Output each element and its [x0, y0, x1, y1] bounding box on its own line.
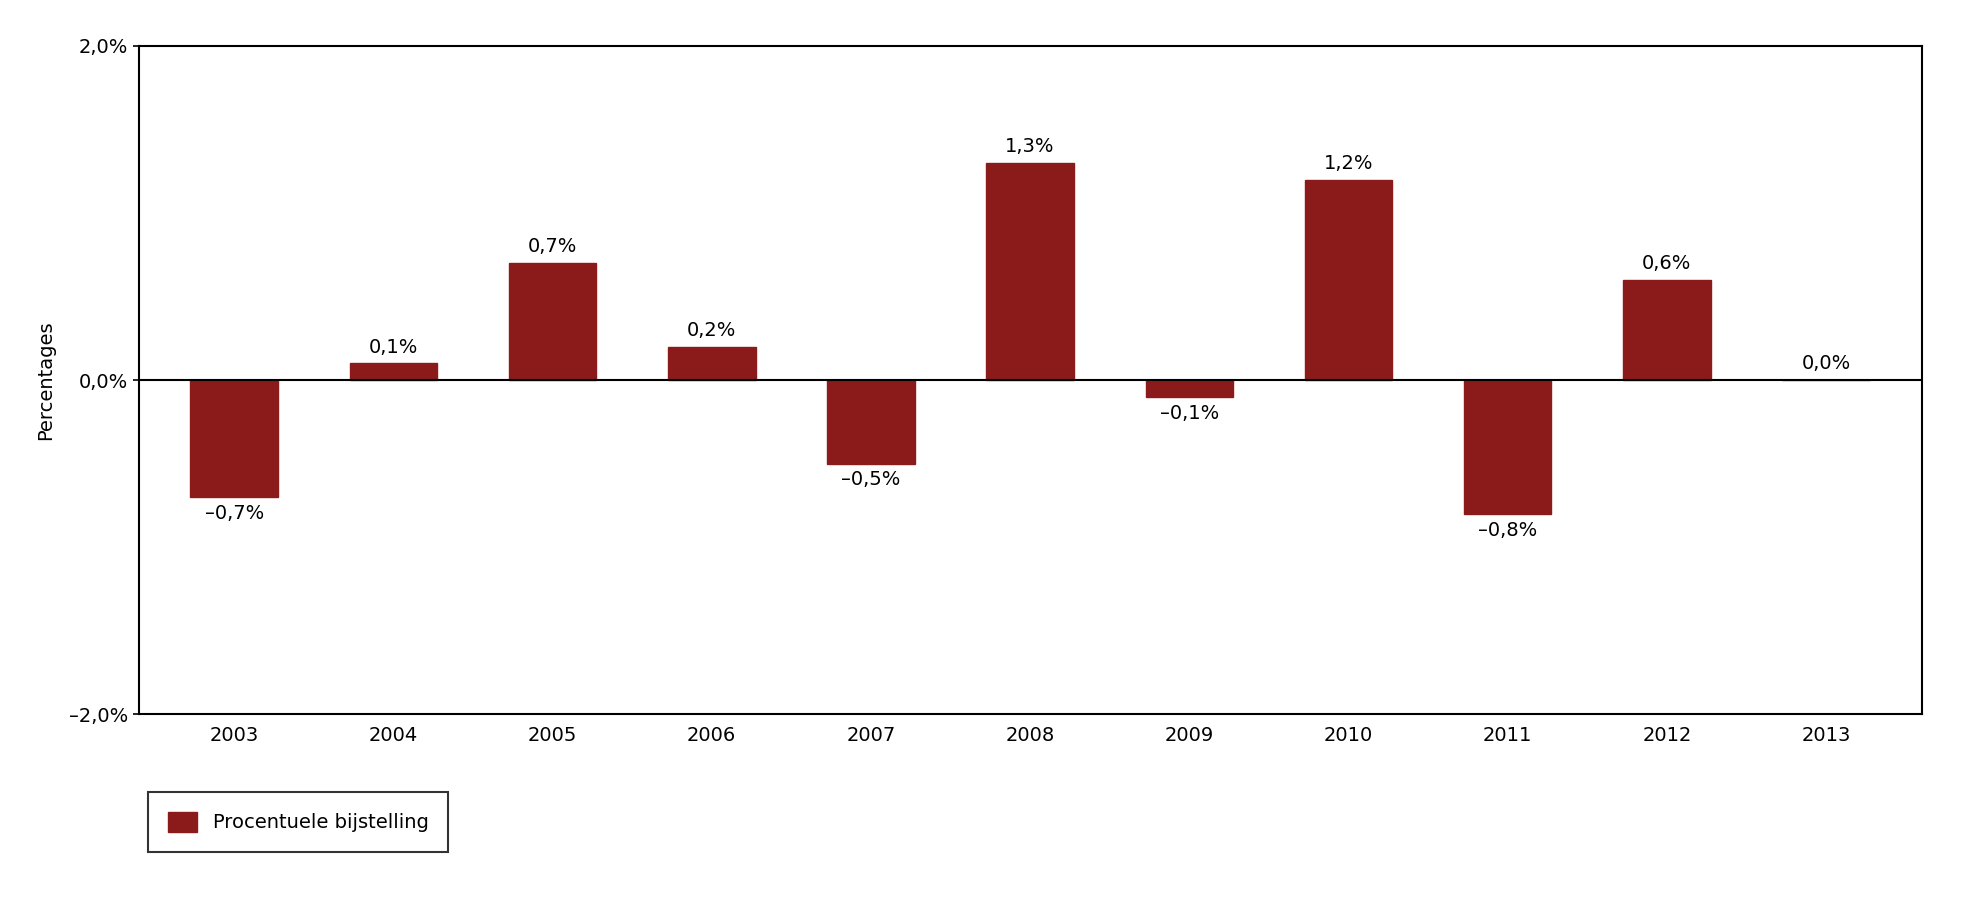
- Bar: [828, 380, 915, 463]
- Bar: [986, 163, 1073, 380]
- Text: 0,2%: 0,2%: [687, 321, 737, 340]
- Bar: [667, 347, 754, 380]
- Bar: [1144, 380, 1232, 397]
- Bar: [1305, 180, 1392, 380]
- Bar: [348, 364, 438, 380]
- Text: 0,6%: 0,6%: [1641, 254, 1691, 273]
- Bar: [1622, 280, 1711, 380]
- Bar: [190, 380, 277, 497]
- Text: –0,7%: –0,7%: [204, 504, 263, 523]
- Text: –0,8%: –0,8%: [1477, 520, 1536, 540]
- Text: 1,2%: 1,2%: [1323, 154, 1372, 173]
- Text: 0,1%: 0,1%: [368, 338, 418, 356]
- Text: 0,0%: 0,0%: [1800, 354, 1849, 374]
- Text: –0,5%: –0,5%: [842, 471, 901, 489]
- Text: 0,7%: 0,7%: [527, 237, 576, 256]
- Bar: [509, 263, 596, 380]
- Bar: [1463, 380, 1550, 514]
- Text: 1,3%: 1,3%: [1006, 137, 1053, 156]
- Text: –0,1%: –0,1%: [1158, 404, 1218, 422]
- Y-axis label: Percentages: Percentages: [36, 321, 55, 440]
- Legend: Procentuele bijstelling: Procentuele bijstelling: [148, 792, 447, 852]
